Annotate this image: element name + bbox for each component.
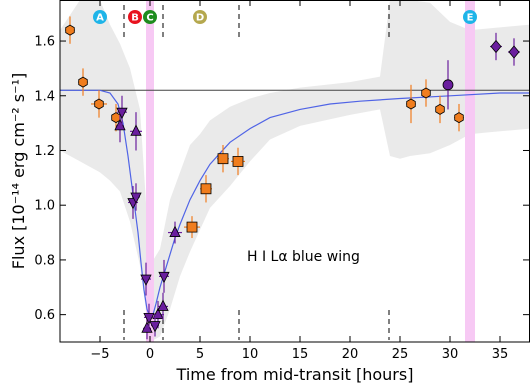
purple-triangles-down-point-7 (158, 271, 170, 284)
event-marker-b-circle (128, 10, 142, 24)
x-tick-label-6: 20 (342, 347, 359, 362)
orange-hexagons-point-1 (65, 24, 75, 36)
model-curve (60, 89, 530, 319)
y-tick-label-4: 1.2 (34, 144, 55, 159)
orange-hexagons-point-7 (435, 103, 445, 115)
y-tick-label-6: 1.6 (34, 35, 55, 50)
orange-hexagons-point-8 (454, 112, 464, 124)
event-marker-a-circle (93, 10, 107, 24)
y-tick-label-2: 0.8 (34, 253, 55, 268)
event-marker-c-label: C (146, 13, 153, 24)
purple-triangles-down-point-4 (140, 274, 152, 286)
event-marker-e-circle (463, 10, 477, 24)
orange-squares-point-2 (200, 183, 212, 195)
y-tick-label-5: 1.4 (34, 89, 55, 104)
purple-triangles-down-point-3 (130, 192, 142, 204)
purple-triangles-down-point-1 (116, 107, 128, 120)
orange-hexagons-point-2 (78, 76, 88, 88)
event-marker-d-label: D (196, 13, 204, 24)
orange-hexagons-point-6 (421, 87, 431, 99)
purple-diamonds-point-1 (490, 39, 502, 54)
orange-squares-point-3 (217, 153, 229, 165)
x-tick-label-9: 35 (492, 347, 509, 362)
x-tick-label-2: 0 (146, 347, 154, 362)
purple-triangles-up-point-6 (169, 225, 181, 237)
transit-band-1 (146, 0, 154, 342)
x-tick-label-4: 10 (242, 347, 259, 362)
y-tick-label-3: 1.0 (34, 199, 55, 214)
purple-triangles-up-point-2 (130, 124, 142, 136)
purple-diamonds-point-2 (508, 45, 520, 59)
purple-triangles-down-point-5 (143, 312, 155, 325)
orange-squares-point-4 (232, 156, 244, 167)
chart-annotation: H I Lα blue wing (247, 249, 360, 265)
x-tick-label-7: 25 (392, 347, 409, 362)
x-tick-label-3: 5 (196, 347, 204, 362)
event-marker-b-label: B (131, 13, 139, 24)
y-axis-title: Flux [10⁻¹⁴ erg cm⁻² s⁻¹] (9, 73, 28, 269)
x-tick-label-1: −5 (90, 347, 109, 362)
purple-triangles-up-point-5 (157, 299, 169, 311)
x-tick-label-5: 15 (292, 347, 309, 362)
orange-hexagons-point-5 (406, 98, 416, 110)
purple-triangles-down-point-6 (149, 321, 161, 333)
event-marker-d-circle (193, 10, 207, 24)
y-tick-label-1: 0.6 (34, 308, 55, 323)
purple-circles-point-1 (442, 79, 454, 91)
event-marker-c-circle (143, 10, 157, 24)
uncertainty-envelope (60, 0, 530, 342)
transit-band-2 (465, 0, 475, 342)
x-tick-label-8: 30 (442, 347, 459, 362)
event-marker-a-label: A (96, 13, 104, 24)
orange-squares-point-1 (186, 221, 198, 233)
x-axis-title: Time from mid-transit [hours] (176, 365, 414, 384)
orange-hexagons-point-3 (94, 98, 104, 110)
event-marker-e-label: E (467, 13, 474, 24)
